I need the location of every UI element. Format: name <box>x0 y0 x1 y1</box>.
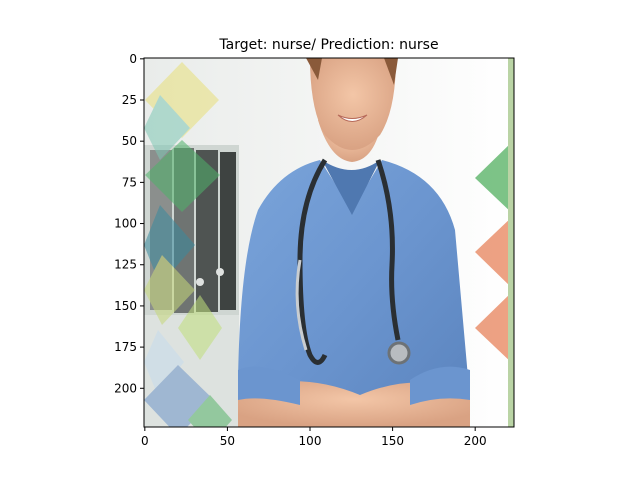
y-tick-label: 150 <box>114 299 137 313</box>
sleeve <box>410 366 470 405</box>
diamond <box>475 140 514 215</box>
x-tick-label: 50 <box>220 434 235 448</box>
binder-ring <box>196 278 204 286</box>
y-tick-label: 75 <box>122 175 137 189</box>
diamond <box>144 205 195 285</box>
binder <box>220 152 236 310</box>
face <box>310 58 396 150</box>
diamond <box>188 395 232 427</box>
x-tick-label: 0 <box>141 434 149 448</box>
left-diamond-pattern <box>144 62 232 427</box>
x-tick-label: 100 <box>299 434 322 448</box>
hair <box>306 58 322 80</box>
x-tick-label: 200 <box>464 434 487 448</box>
edge-stripe <box>508 58 514 427</box>
diamond <box>144 95 190 160</box>
smile <box>337 114 368 122</box>
x-tick-label: 150 <box>381 434 404 448</box>
x-ticks: 0 50 100 150 200 <box>141 427 487 448</box>
hair <box>384 58 398 85</box>
diamond <box>475 290 514 365</box>
y-tick-label: 50 <box>122 134 137 148</box>
diamond <box>144 255 195 325</box>
scrub-top <box>238 160 470 427</box>
stethoscope-right <box>375 159 401 341</box>
y-tick-label: 100 <box>114 217 137 231</box>
y-tick-label: 25 <box>122 93 137 107</box>
binder-ring <box>216 268 224 276</box>
stethoscope-chest-piece <box>387 341 411 365</box>
nurse-figure <box>238 58 470 427</box>
image-content <box>144 58 514 427</box>
diamond <box>178 295 222 360</box>
stethoscope-tube <box>295 259 308 351</box>
y-tick-label: 0 <box>129 52 137 66</box>
diamond <box>475 215 514 290</box>
y-tick-label: 200 <box>114 381 137 395</box>
stethoscope-left <box>297 158 328 365</box>
y-tick-label: 125 <box>114 258 137 272</box>
chart-title: Target: nurse/ Prediction: nurse <box>218 37 438 53</box>
right-diamond-pattern <box>475 58 514 427</box>
y-tick-label: 175 <box>114 340 137 354</box>
axes-frame <box>143 57 515 428</box>
v-neck <box>322 160 380 215</box>
diamond <box>145 140 220 212</box>
sleeve <box>238 366 300 405</box>
y-ticks: 0 25 50 75 100 125 150 175 200 <box>114 52 144 395</box>
diamond <box>144 330 184 396</box>
